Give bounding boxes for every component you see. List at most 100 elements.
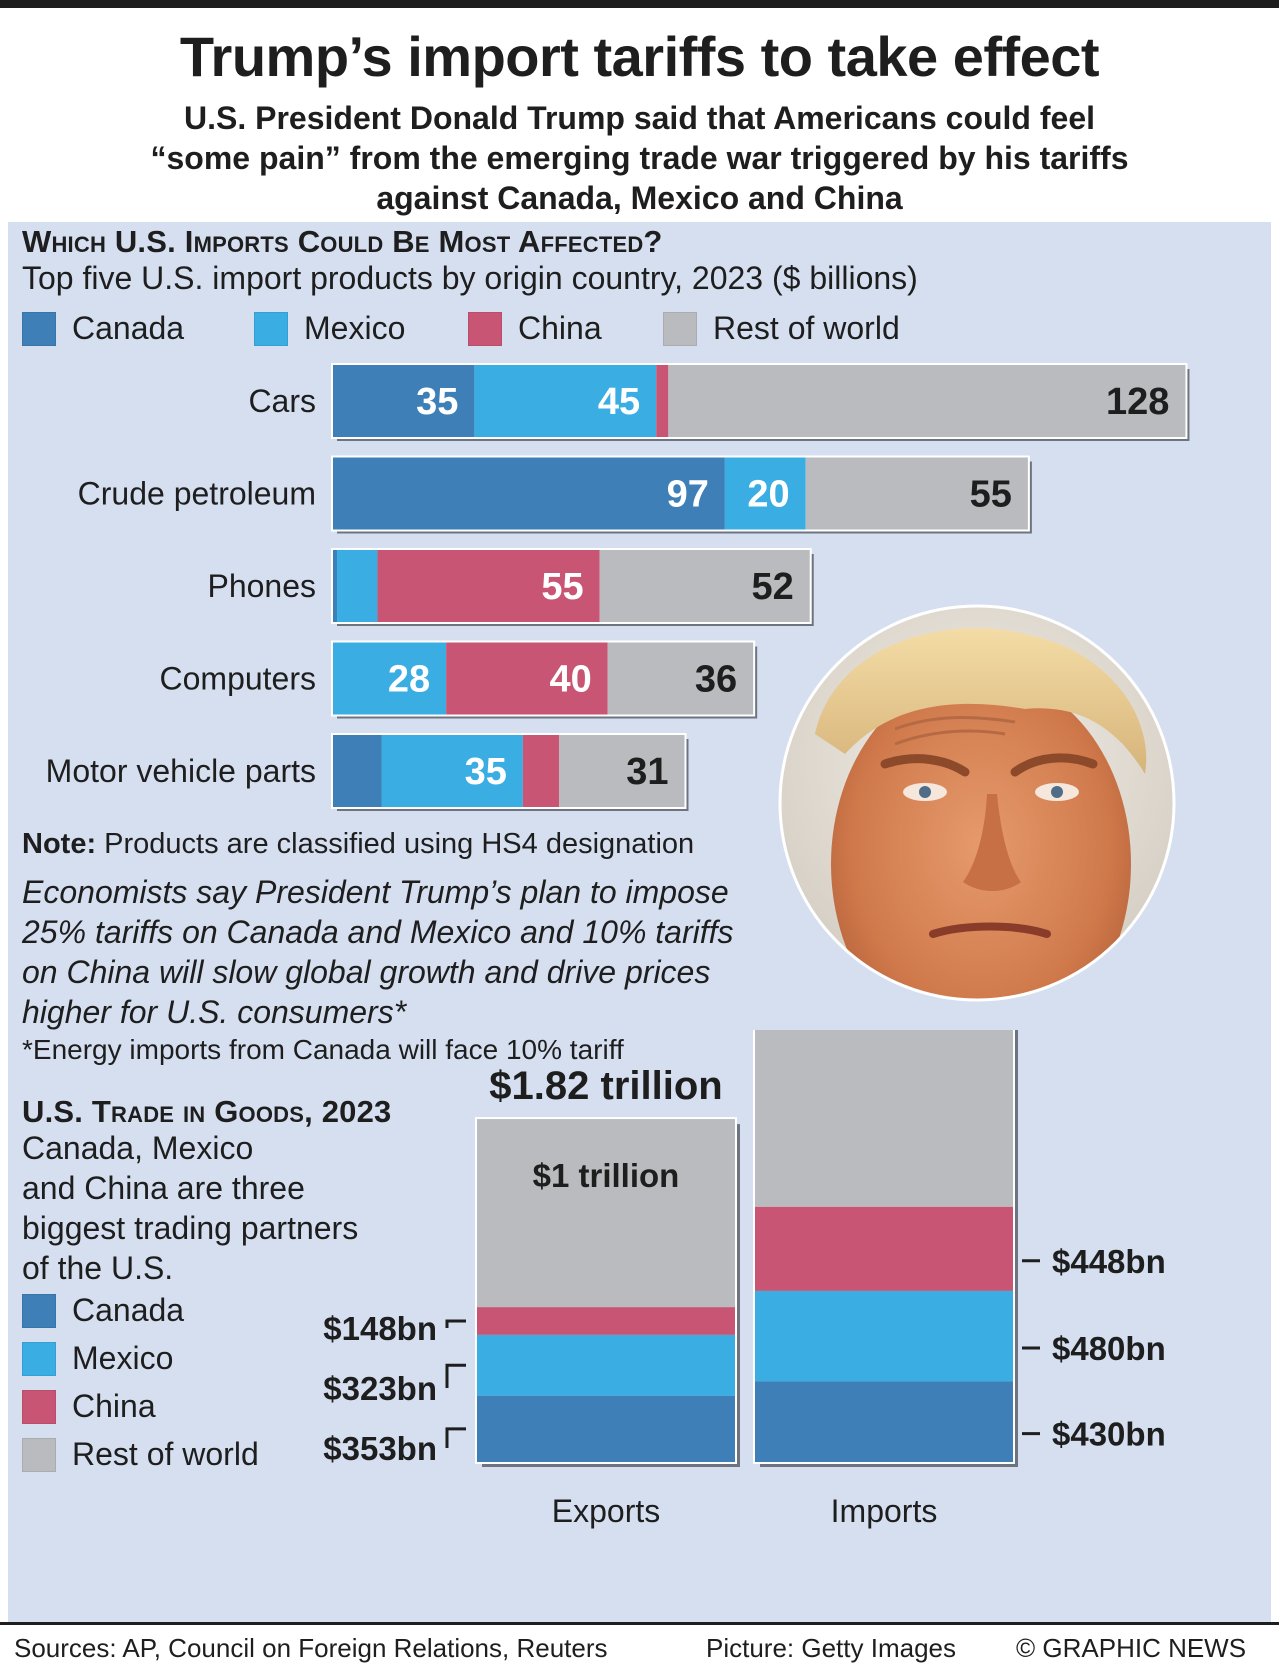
rest-swatch [663, 311, 697, 346]
bar-segment-mexico [474, 365, 657, 437]
total-label: $1.82 trillion [489, 1064, 722, 1108]
bar-segment-canada [333, 365, 475, 437]
header: Trump’s import tariffs to take effect U.… [0, 8, 1279, 220]
note-text: Products are classified using HS4 design… [104, 828, 695, 860]
sources: Sources: AP, Council on Foreign Relation… [14, 1633, 608, 1663]
picture-credit: Picture: Getty Images [706, 1633, 956, 1663]
data-label: 55 [541, 566, 583, 608]
footer: Sources: AP, Council on Foreign Relation… [0, 1622, 1279, 1667]
desc-line: of the U.S. [22, 1250, 174, 1286]
data-label: 97 [667, 474, 709, 516]
column-segment-rest-of-world [477, 1119, 735, 1308]
legend2-item-mexico: Mexico [22, 1340, 173, 1377]
bar-segment-rest-of-world [559, 735, 685, 807]
bar-segment-canada [333, 735, 382, 807]
bar-segment-rest-of-world [805, 457, 1028, 530]
bar-segment-canada [333, 550, 338, 622]
bar-segment-china [446, 642, 608, 715]
column-segment-mexico [755, 1290, 1013, 1382]
note-label: Note: [22, 828, 97, 860]
trump-portrait [778, 604, 1176, 1002]
category-label: Crude petroleum [78, 476, 316, 512]
desc-line: biggest trading partners [22, 1210, 359, 1246]
legend-label: China [72, 1388, 156, 1424]
legend-item-canada: Canada [22, 310, 184, 347]
china-swatch [22, 1389, 56, 1424]
column-segment-rest-of-world [755, 1030, 1013, 1207]
bar-segment-rest-of-world [668, 365, 1186, 437]
bar-segment-mexico [333, 642, 447, 715]
legend-label: Mexico [304, 310, 406, 346]
data-label: 31 [626, 751, 668, 793]
legend-item-rest: Rest of world [663, 310, 900, 347]
leader-line [445, 1319, 466, 1328]
imports-bar-chart: Cars 35 45 128 Crude petroleum 97 20 55 Phones 55… [46, 363, 1190, 811]
page-title: Trump’s import tariffs to take effect [179, 25, 1100, 88]
value-label: $148bn [323, 1310, 437, 1347]
mexico-swatch [22, 1341, 56, 1376]
trade-bar-chart: $1 trillion $1.82 trillion Exports $353bn $3… [323, 1030, 1166, 1529]
canada-swatch [22, 311, 56, 346]
value-label: $353bn [323, 1430, 437, 1467]
data-label: 28 [388, 659, 430, 701]
legend2-item-rest: Rest of world [22, 1436, 259, 1473]
column-segment-china [477, 1307, 735, 1335]
data-label: 36 [695, 659, 737, 701]
value-label: $448bn [1052, 1243, 1166, 1280]
column-segment-china [755, 1206, 1013, 1291]
quote-line: Economists say President Trump’s plan to… [22, 874, 729, 910]
bar-segment-canada [333, 457, 725, 530]
subtitle-line: U.S. President Donald Trump said that Am… [183, 99, 1095, 136]
leader-line [445, 1363, 466, 1388]
category-label: Computers [160, 661, 317, 697]
bar-segment-mexico [337, 550, 378, 622]
trade-section-desc: Canada, Mexico and China are three bigge… [22, 1128, 358, 1288]
desc-line: Canada, Mexico [22, 1130, 254, 1166]
legend-label: Canada [72, 1292, 185, 1328]
data-label: 52 [751, 566, 793, 608]
bar-segment-mexico [381, 735, 523, 807]
category-label: Motor vehicle parts [46, 753, 316, 789]
legend2-item-canada: Canada [22, 1292, 184, 1329]
note: Note: Products are classified using HS4 … [22, 828, 694, 861]
bar-segment-china [377, 550, 600, 622]
data-label: 20 [747, 474, 789, 516]
page-subtitle: U.S. President Donald Trump said that Am… [0, 98, 1279, 218]
data-label: 35 [465, 751, 507, 793]
copyright: © GRAPHIC NEWS [1016, 1633, 1247, 1663]
legend-label: Canada [72, 310, 185, 346]
subtitle-line: “some pain” from the emerging trade war … [150, 139, 1129, 176]
data-label: 45 [598, 381, 640, 423]
bar-segment-china [656, 365, 669, 437]
bar-segment-rest-of-world [607, 642, 754, 715]
legend2-item-china: China [22, 1388, 156, 1425]
legend-label: Rest of world [713, 310, 900, 346]
quote-line: on China will slow global growth and dri… [22, 954, 711, 990]
legend-item-china: China [468, 310, 602, 347]
leader-line [445, 1427, 466, 1448]
imports-section-title: Which U.S. Imports Could Be Most Affecte… [22, 224, 663, 259]
category-label: Exports [552, 1493, 660, 1529]
data-label: 55 [970, 474, 1012, 516]
subtitle-line: against Canada, Mexico and China [376, 179, 903, 216]
bar-segment-rest-of-world [599, 550, 810, 622]
category-label: Imports [831, 1493, 938, 1529]
bar-segment-mexico [724, 457, 806, 530]
legend-label: Mexico [72, 1340, 174, 1376]
imports-section-subtitle: Top five U.S. import products by origin … [22, 260, 918, 296]
footnote: *Energy imports from Canada will face 10… [22, 1034, 624, 1065]
legend-item-mexico: Mexico [254, 310, 405, 347]
data-label: 35 [416, 381, 458, 423]
value-label: $323bn [323, 1370, 437, 1407]
column-segment-mexico [477, 1334, 735, 1396]
trade-section-title: U.S. Trade in Goods, 2023 [22, 1094, 392, 1129]
value-label: $480bn [1052, 1330, 1166, 1367]
rest-swatch [22, 1437, 56, 1472]
category-label: Cars [248, 383, 316, 419]
economists-quote: Economists say President Trump’s plan to… [22, 872, 734, 1032]
rest-of-world-label: $1 trillion [533, 1157, 680, 1194]
desc-line: and China are three [22, 1170, 305, 1206]
quote-line: 25% tariffs on Canada and Mexico and 10%… [22, 914, 734, 950]
value-label: $430bn [1052, 1416, 1166, 1453]
canada-swatch [22, 1293, 56, 1328]
